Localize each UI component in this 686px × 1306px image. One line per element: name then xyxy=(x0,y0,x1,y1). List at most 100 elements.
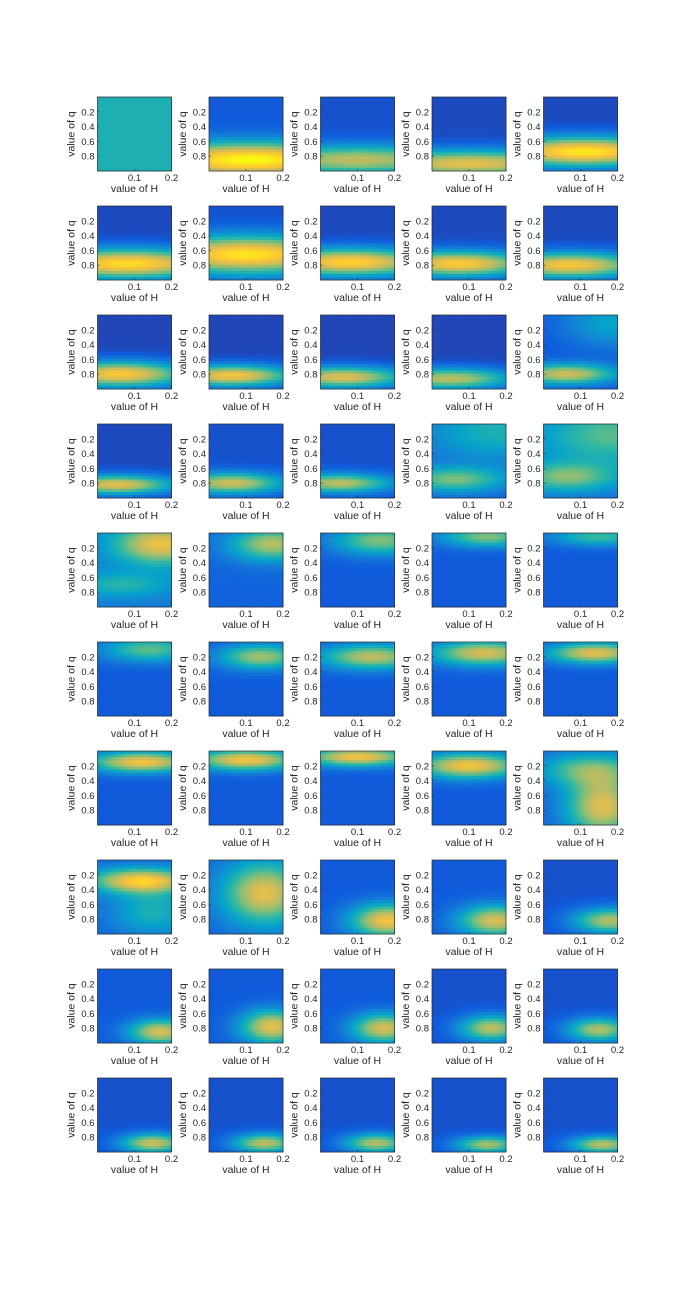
heatmap-cell xyxy=(252,116,255,119)
heatmap-cell xyxy=(218,159,221,162)
heatmap-cell xyxy=(271,159,274,162)
heatmap-cell xyxy=(104,153,107,156)
heatmap-cell xyxy=(165,109,168,112)
heatmap-cell xyxy=(348,109,351,112)
heatmap-cell xyxy=(379,116,382,119)
heatmap-cell xyxy=(104,116,107,119)
heatmap-cell xyxy=(463,131,466,134)
heatmap-cell xyxy=(500,97,503,100)
heatmap-cell xyxy=(596,116,599,119)
heatmap-cell xyxy=(141,128,144,131)
heatmap-cell xyxy=(215,97,218,100)
heatmap-cell xyxy=(457,97,460,100)
heatmap-cell xyxy=(547,119,550,122)
heatmap-cell xyxy=(472,165,475,168)
heatmap-cell xyxy=(330,140,333,143)
heatmap-cell xyxy=(336,100,339,103)
heatmap-cell xyxy=(345,134,348,137)
heatmap-cell xyxy=(122,162,125,165)
heatmap-cell xyxy=(358,159,361,162)
heatmap-cell xyxy=(215,112,218,115)
heatmap-cell xyxy=(581,122,584,125)
heatmap-cell xyxy=(165,146,168,149)
heatmap-cell xyxy=(491,100,494,103)
heatmap-cell xyxy=(249,159,252,162)
heatmap-cell xyxy=(559,100,562,103)
heatmap-cell xyxy=(324,153,327,156)
heatmap-cell xyxy=(444,119,447,122)
heatmap-cell xyxy=(593,122,596,125)
heatmap-cell xyxy=(478,112,481,115)
heatmap-cell xyxy=(150,97,153,100)
heatmap-cell xyxy=(388,134,391,137)
heatmap-cell xyxy=(240,131,243,134)
heatmap-cell xyxy=(159,143,162,146)
heatmap-cell xyxy=(596,97,599,100)
heatmap-cell xyxy=(104,125,107,128)
heatmap-cell xyxy=(261,165,264,168)
heatmap-cell xyxy=(159,112,162,115)
heatmap-cell xyxy=(441,137,444,140)
heatmap-cell xyxy=(128,119,131,122)
heatmap-cell xyxy=(119,97,122,100)
heatmap-cell xyxy=(101,125,104,128)
heatmap-cell xyxy=(243,116,246,119)
x-axis-label: value of H xyxy=(445,183,492,195)
heatmap-cell xyxy=(333,116,336,119)
heatmap-cell xyxy=(488,125,491,128)
heatmap-cell xyxy=(438,125,441,128)
heatmap-cell xyxy=(577,116,580,119)
heatmap-cell xyxy=(138,103,141,106)
heatmap-cell xyxy=(138,149,141,152)
heatmap-cell xyxy=(119,119,122,122)
heatmap-cell xyxy=(584,125,587,128)
heatmap-cell xyxy=(565,103,568,106)
heatmap-cell xyxy=(339,149,342,152)
heatmap-cell xyxy=(141,159,144,162)
heatmap-cell xyxy=(358,97,361,100)
heatmap-cell xyxy=(252,146,255,149)
heatmap-cell xyxy=(107,128,110,131)
heatmap-cell xyxy=(246,134,249,137)
heatmap-cell xyxy=(212,143,215,146)
heatmap-cell xyxy=(447,134,450,137)
heatmap-cell xyxy=(472,128,475,131)
heatmap-cell xyxy=(131,116,134,119)
heatmap-cell xyxy=(553,165,556,168)
heatmap-cell xyxy=(221,97,224,100)
heatmap-cell xyxy=(608,159,611,162)
heatmap-cell xyxy=(119,103,122,106)
heatmap-cell xyxy=(460,97,463,100)
heatmap-cell xyxy=(435,131,438,134)
heatmap-cell xyxy=(574,100,577,103)
heatmap-cell xyxy=(339,122,342,125)
heatmap-cell xyxy=(553,162,556,165)
heatmap-cell xyxy=(571,109,574,112)
heatmap-cell xyxy=(218,140,221,143)
heatmap-cell xyxy=(385,140,388,143)
heatmap-cell xyxy=(218,106,221,109)
heatmap-cell xyxy=(243,103,246,106)
heatmap-cell xyxy=(240,122,243,125)
heatmap-cell xyxy=(472,97,475,100)
heatmap-cell xyxy=(488,162,491,165)
heatmap-cell xyxy=(550,137,553,140)
heatmap-cell xyxy=(587,153,590,156)
heatmap-cell xyxy=(277,134,280,137)
heatmap-cell xyxy=(246,106,249,109)
heatmap-cell xyxy=(110,97,113,100)
heatmap-cell xyxy=(215,106,218,109)
heatmap-cell xyxy=(261,125,264,128)
y-axis-label: value of q xyxy=(289,111,301,157)
heatmap-panel-6: 0.10.20.20.40.60.8value of Hvalue of q xyxy=(66,206,179,304)
heatmap-cell xyxy=(159,131,162,134)
heatmap-cell xyxy=(212,109,215,112)
heatmap-cell xyxy=(327,149,330,152)
heatmap-cell xyxy=(605,119,608,122)
heatmap-cell xyxy=(221,146,224,149)
heatmap-cell xyxy=(252,131,255,134)
heatmap-cell xyxy=(382,162,385,165)
heatmap-cell xyxy=(165,156,168,159)
heatmap-cell xyxy=(472,125,475,128)
heatmap-cell xyxy=(218,100,221,103)
